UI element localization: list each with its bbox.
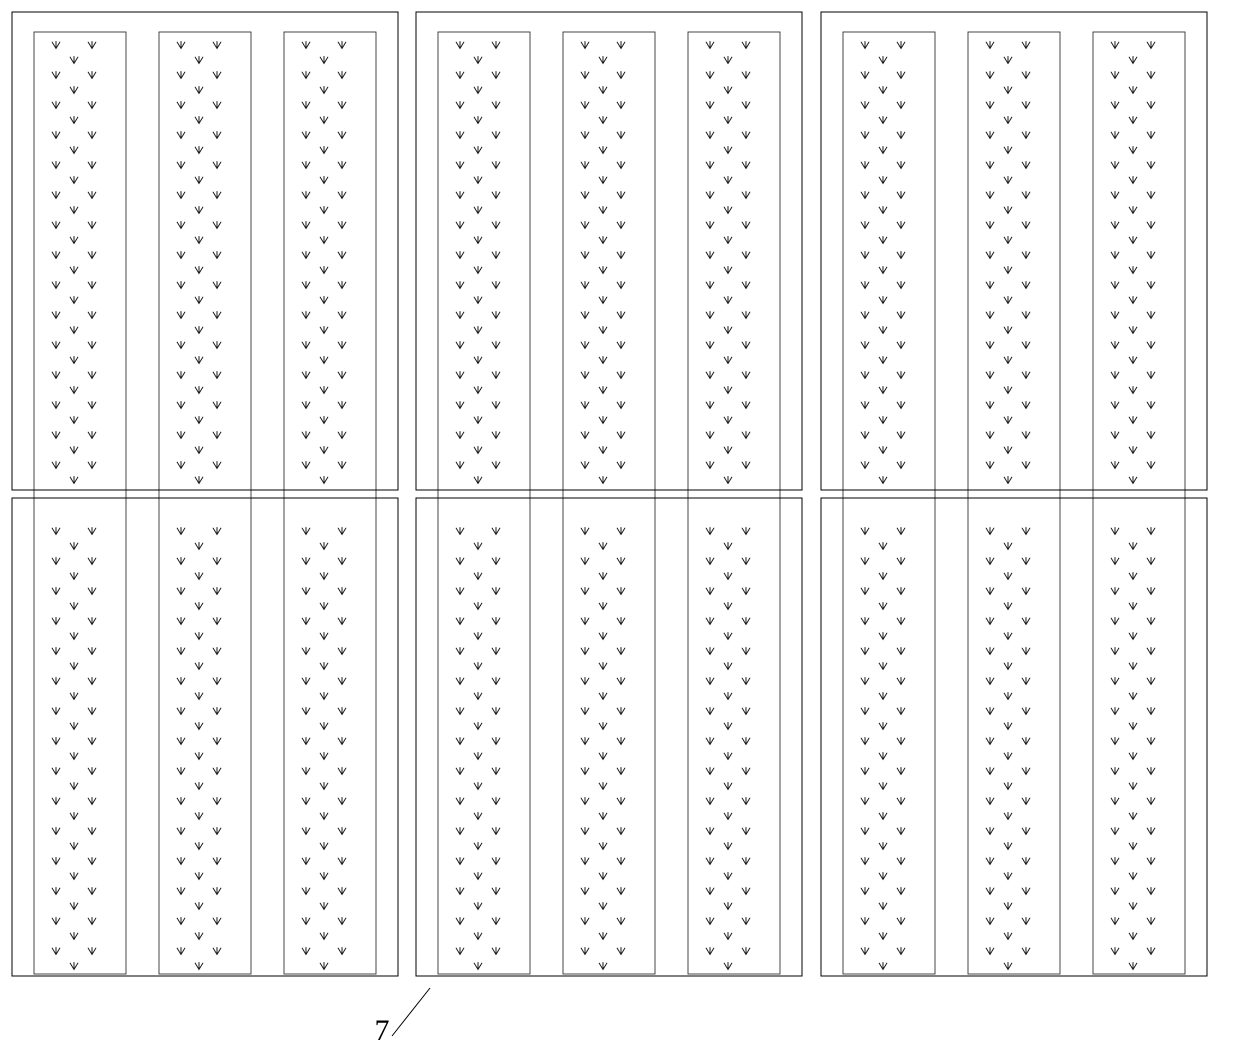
callout-label: 7	[375, 1014, 390, 1047]
hatch-strip	[34, 32, 126, 974]
hatch-strip	[843, 32, 935, 974]
hatch-strip	[688, 32, 780, 974]
hatch-strip	[1093, 32, 1185, 974]
callout-leader	[392, 988, 430, 1036]
hatch-strip	[159, 32, 251, 974]
hatch-strip	[438, 32, 530, 974]
hatch-strip	[563, 32, 655, 974]
diagram-canvas: 7	[0, 0, 1240, 1047]
hatch-strip	[284, 32, 376, 974]
hatch-strip	[968, 32, 1060, 974]
